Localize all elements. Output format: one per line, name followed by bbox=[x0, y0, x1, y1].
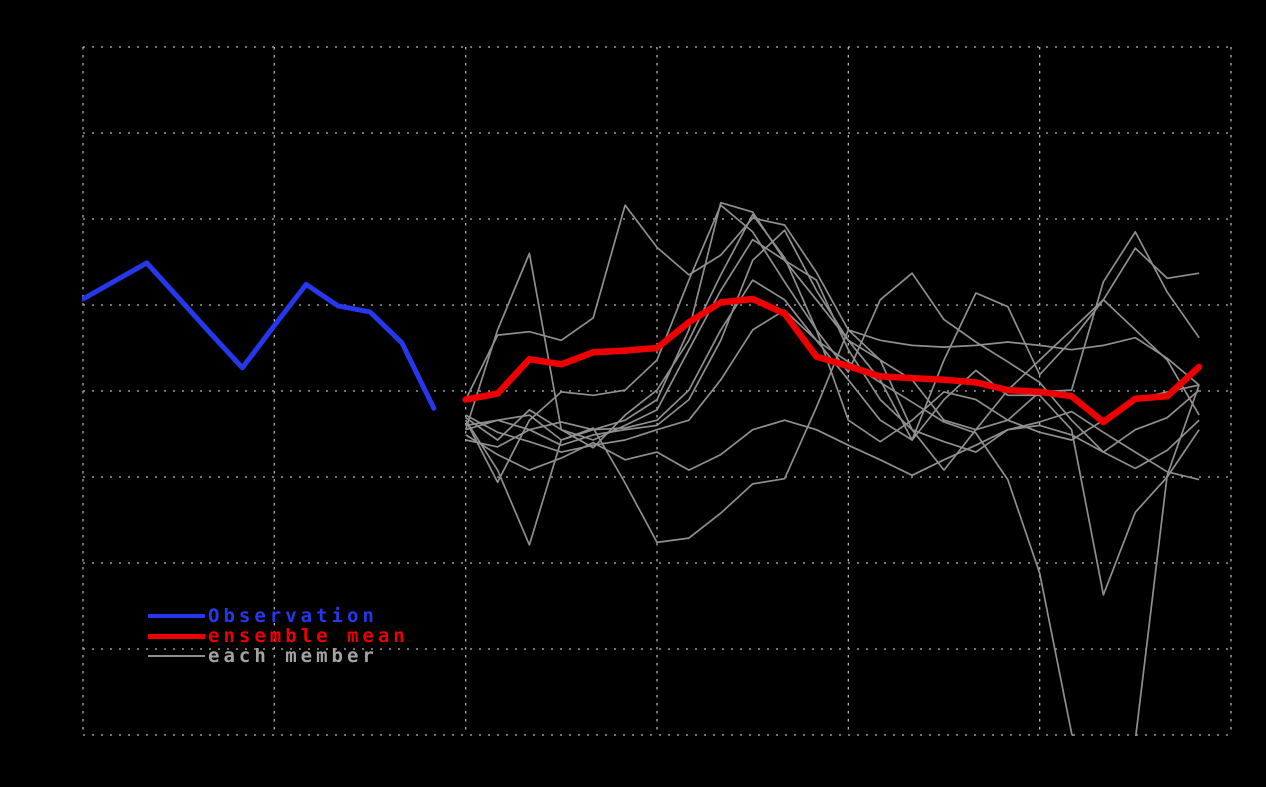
legend-label-ensemble-mean: ensemble mean bbox=[208, 625, 409, 647]
series-member bbox=[465, 238, 1200, 441]
series-ensemble_mean bbox=[462, 295, 1203, 426]
observation-line-swatch bbox=[148, 614, 205, 618]
series-member bbox=[465, 419, 1200, 477]
series-member bbox=[464, 298, 1200, 546]
series-member bbox=[464, 204, 1200, 484]
series-layer bbox=[82, 201, 1203, 736]
series-observation bbox=[82, 260, 437, 411]
chart-legend: Observation ensemble mean each member bbox=[148, 606, 409, 666]
legend-label-each-member: each member bbox=[208, 645, 378, 667]
each-member-line-swatch bbox=[148, 655, 205, 657]
legend-item-each-member: each member bbox=[148, 646, 409, 666]
ensemble-mean-line-swatch bbox=[148, 633, 205, 639]
legend-item-observation: Observation bbox=[148, 606, 409, 626]
series-member bbox=[464, 204, 1200, 400]
series-member bbox=[465, 229, 1200, 447]
legend-item-ensemble-mean: ensemble mean bbox=[148, 626, 409, 646]
legend-label-observation: Observation bbox=[208, 605, 378, 627]
series-member bbox=[465, 309, 1200, 736]
